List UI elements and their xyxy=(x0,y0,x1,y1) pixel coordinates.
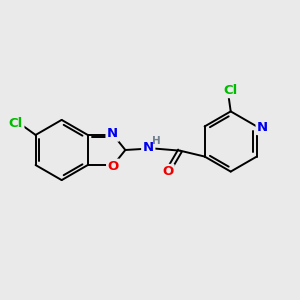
Text: N: N xyxy=(143,141,154,154)
Text: O: O xyxy=(162,165,173,178)
Text: Cl: Cl xyxy=(9,117,23,130)
Text: H: H xyxy=(152,136,161,146)
Text: Cl: Cl xyxy=(224,84,238,97)
Text: N: N xyxy=(257,121,268,134)
Text: O: O xyxy=(108,160,119,173)
Text: N: N xyxy=(107,127,118,140)
